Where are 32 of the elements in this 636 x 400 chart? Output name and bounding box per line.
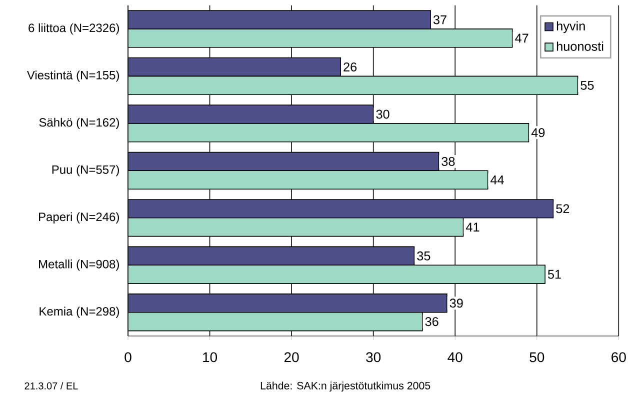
x-tick-label: 60 (612, 352, 626, 362)
x-tick-label: 50 (530, 352, 544, 362)
data-label: 26 (344, 62, 357, 72)
data-label: 51 (548, 270, 561, 279)
y-tick-label: Kemia (N=298) (40, 306, 119, 318)
legend-label: huonosti (556, 42, 604, 51)
data-label: 38 (442, 156, 455, 166)
data-label: 41 (466, 222, 480, 232)
y-tick-label: Paperi (N=246) (39, 212, 119, 224)
x-tick-label: 10 (203, 352, 218, 362)
data-label: 39 (450, 298, 463, 308)
legend-label: hyvin (556, 21, 585, 34)
x-tick-label: 30 (366, 352, 381, 362)
x-tick-label: 20 (284, 352, 299, 362)
y-tick-label: 6 liittoa (N=2326) (28, 23, 119, 35)
y-tick-label: Metalli (N=908) (39, 260, 119, 271)
data-label: 49 (531, 128, 545, 138)
x-tick-label: 0 (124, 352, 132, 362)
y-tick-label: Viestintä (N=155) (26, 70, 119, 82)
y-tick-label: Sähkö (N=162) (39, 118, 119, 130)
data-label: 35 (417, 251, 430, 260)
y-tick-label: Puu (N=557) (52, 165, 119, 176)
text: Lähde: SAK:n järjestötutkimus 2005 (260, 382, 430, 392)
data-label: 55 (580, 80, 594, 90)
x-tick-label: 40 (448, 352, 462, 362)
data-label: 44 (490, 176, 504, 184)
data-label: 30 (376, 110, 390, 119)
data-label: 52 (556, 204, 570, 214)
data-label: 37 (433, 15, 446, 24)
data-label: 47 (515, 34, 528, 43)
data-label: 36 (425, 317, 438, 326)
text: 21.3.07 / EL (24, 382, 78, 390)
